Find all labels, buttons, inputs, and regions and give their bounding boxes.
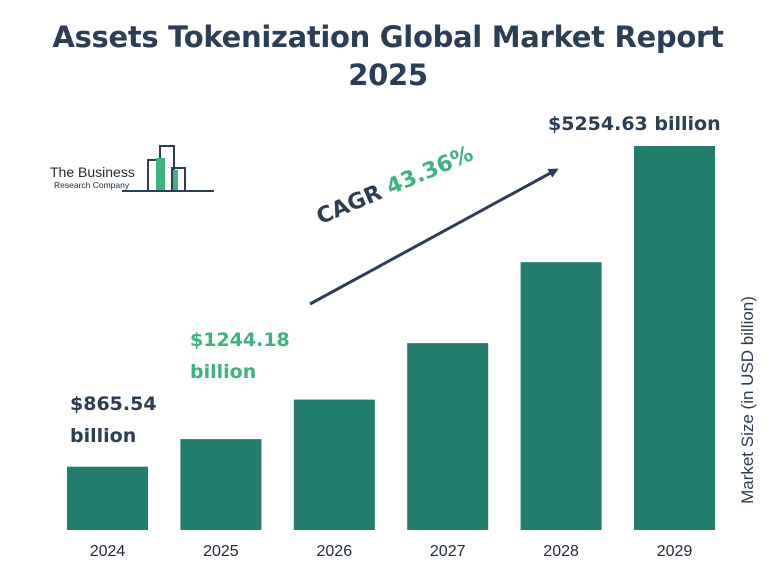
bar-2028 xyxy=(520,262,602,530)
bar-2025 xyxy=(180,439,262,530)
data-label-2024-value: $865.54 xyxy=(70,393,157,415)
data-label-2025-unit: billion xyxy=(190,361,257,383)
bar-2029 xyxy=(634,146,715,530)
x-tick-2024: 2024 xyxy=(90,543,126,560)
chart-title-line-2: 2025 xyxy=(348,58,428,92)
x-tick-2029: 2029 xyxy=(657,543,693,560)
logo-text-line-2: Research Company xyxy=(54,180,130,190)
bar-2027 xyxy=(407,343,489,530)
y-axis-label: Market Size (in USD billion) xyxy=(738,296,757,504)
bar-2024 xyxy=(67,466,148,530)
logo-buildings-icon xyxy=(122,145,214,192)
x-tick-2025: 2025 xyxy=(203,543,239,560)
x-tick-2028: 2028 xyxy=(543,543,579,560)
bar-2026 xyxy=(293,399,375,530)
data-label-2029: $5254.63 billion xyxy=(548,113,721,135)
x-tick-2026: 2026 xyxy=(317,543,353,560)
cagr-arrow xyxy=(309,168,559,306)
chart-title: Assets Tokenization Global Market Report… xyxy=(0,18,776,94)
data-label-2024: $865.54 billion xyxy=(70,388,157,452)
data-label-2025-value: $1244.18 xyxy=(190,329,290,351)
company-logo: The Business Research Company xyxy=(50,140,220,200)
data-label-2025: $1244.18 billion xyxy=(190,324,290,388)
data-label-2024-unit: billion xyxy=(70,425,137,447)
logo-text-line-1: The Business xyxy=(50,164,135,180)
chart-title-line-1: Assets Tokenization Global Market Report xyxy=(52,20,724,54)
x-tick-2027: 2027 xyxy=(430,543,466,560)
